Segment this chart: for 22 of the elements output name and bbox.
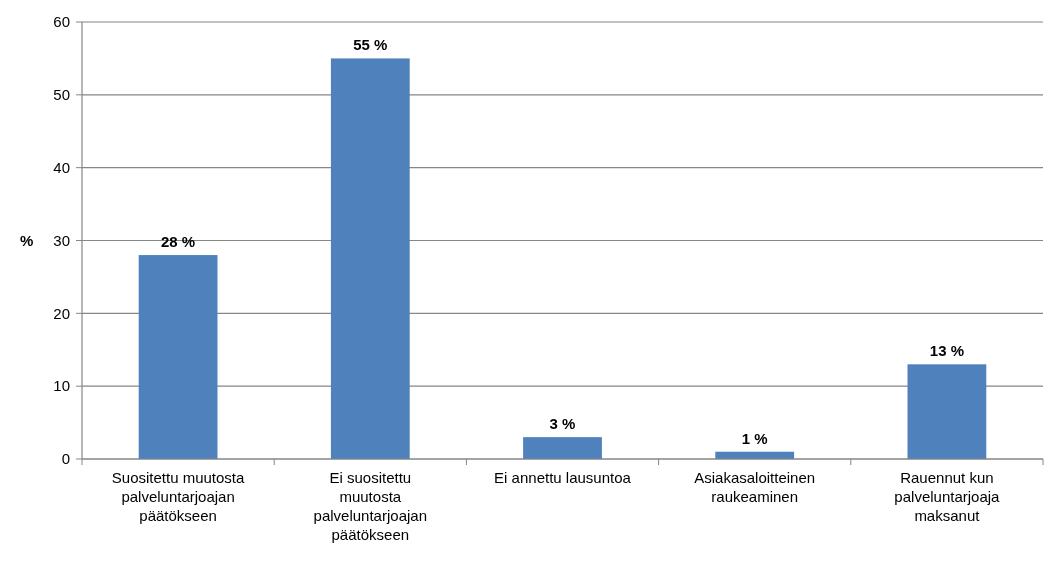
- y-tick-label: 20: [53, 304, 70, 322]
- data-label: 3 %: [549, 415, 576, 433]
- y-axis-title: %: [20, 231, 34, 249]
- x-tick-label: Rauennut kun palveluntarjoaja maksanut: [894, 469, 1001, 524]
- x-tick-label: Ei suositettu muutosta palveluntarjoajan päätökseen: [313, 469, 428, 543]
- x-tick-label: Ei annettu lausuntoa: [494, 469, 632, 486]
- data-label: 28 %: [161, 233, 196, 251]
- data-label: 55 %: [353, 36, 388, 54]
- data-label: 13 %: [929, 342, 964, 360]
- data-label: 1 %: [741, 429, 768, 447]
- y-tick-label: 30: [53, 231, 70, 249]
- bar: [138, 255, 218, 459]
- x-tick-label: Suositettu muutosta palveluntarjoajan päätökseen: [111, 469, 246, 524]
- bar: [523, 437, 602, 459]
- y-tick-label: 40: [53, 158, 70, 176]
- y-tick-label: 0: [61, 450, 70, 468]
- bar: [907, 364, 987, 459]
- y-tick-label: 10: [53, 377, 70, 395]
- x-tick-label: Asiakasaloitteinen raukeaminen: [694, 469, 816, 505]
- y-tick-label: 50: [53, 86, 70, 104]
- y-tick-label: 60: [53, 13, 70, 31]
- bar: [330, 58, 410, 459]
